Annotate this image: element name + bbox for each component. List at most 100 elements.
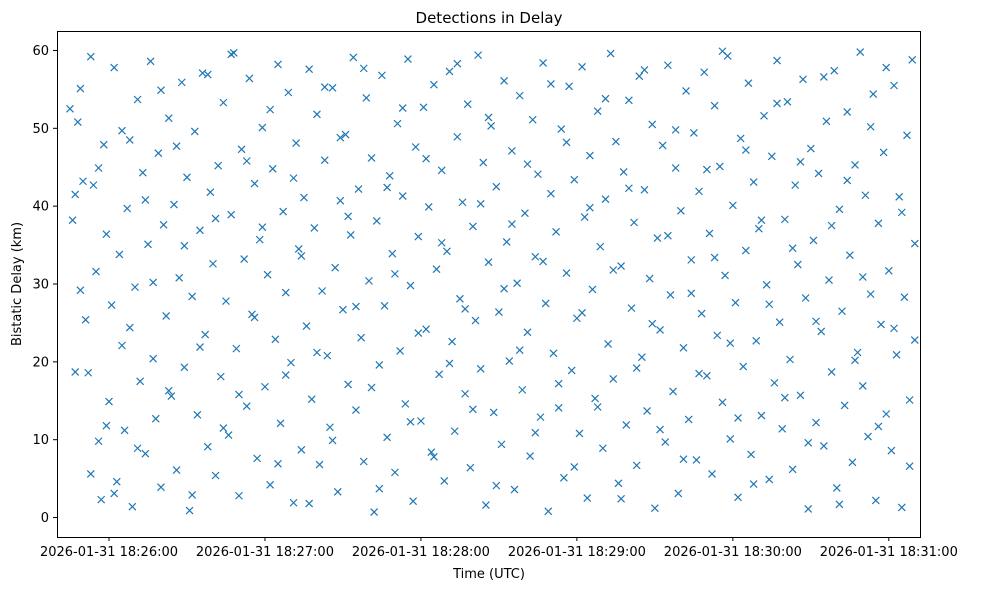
data-point: [313, 110, 321, 119]
data-point: [520, 209, 529, 218]
data-point: [250, 179, 259, 188]
data-point: [279, 207, 288, 216]
data-point: [515, 346, 524, 355]
data-point: [817, 327, 826, 336]
data-point: [458, 198, 467, 207]
x-tick-label: 2026-01-31 18:30:00: [664, 545, 802, 560]
y-tick-label: 10: [32, 433, 49, 448]
y-tick-label: 30: [32, 278, 49, 293]
data-point: [227, 50, 236, 59]
data-point: [804, 438, 813, 447]
data-point: [721, 271, 729, 280]
data-point: [554, 379, 563, 388]
data-point: [874, 219, 883, 228]
data-point: [835, 205, 844, 214]
data-point: [801, 294, 810, 302]
data-point: [71, 190, 80, 199]
data-point: [622, 420, 631, 429]
data-point: [799, 75, 807, 84]
data-point: [653, 234, 662, 242]
data-point: [170, 200, 178, 209]
data-point: [167, 392, 176, 401]
data-point: [102, 230, 111, 239]
data-point: [359, 457, 368, 466]
data-point: [765, 300, 774, 309]
data-point: [562, 138, 571, 147]
data-point: [476, 364, 485, 373]
data-point: [544, 507, 553, 516]
data-point: [232, 344, 241, 353]
data-point: [219, 98, 228, 107]
data-point: [827, 221, 836, 230]
data-point: [219, 424, 228, 432]
data-point: [305, 499, 314, 508]
y-axis: 0 10 20 30 40 50 60: [32, 44, 57, 526]
data-point: [877, 320, 885, 329]
data-point: [455, 294, 464, 303]
data-point: [788, 244, 797, 253]
data-point: [702, 165, 711, 174]
data-point: [523, 328, 532, 337]
y-tick-label: 60: [32, 44, 49, 59]
data-point: [780, 215, 789, 224]
data-point: [440, 477, 449, 485]
data-point: [201, 330, 210, 339]
data-point: [149, 354, 158, 363]
data-point: [864, 432, 872, 441]
data-point: [359, 64, 368, 73]
data-point: [105, 397, 113, 406]
data-point: [702, 371, 711, 380]
data-point: [819, 441, 828, 450]
data-point: [123, 204, 132, 213]
data-point: [851, 160, 859, 169]
data-point: [708, 470, 716, 478]
data-point: [352, 302, 360, 311]
data-point: [713, 331, 722, 340]
data-point: [354, 185, 363, 193]
data-point: [102, 421, 111, 430]
data-point: [715, 162, 724, 171]
data-point: [619, 167, 628, 176]
data-point: [133, 444, 142, 453]
y-tick-label: 40: [32, 200, 49, 215]
data-point: [741, 246, 750, 255]
data-point: [419, 103, 428, 112]
data-point: [851, 356, 859, 365]
x-axis-label: Time (UTC): [452, 567, 525, 582]
data-point: [357, 333, 366, 342]
data-point: [245, 74, 254, 83]
data-point: [253, 454, 262, 463]
data-point: [79, 177, 87, 186]
data-point: [874, 422, 883, 431]
data-point: [125, 136, 134, 144]
data-point: [209, 259, 217, 268]
data-point: [424, 203, 433, 211]
data-point: [908, 55, 917, 64]
data-point: [900, 293, 909, 302]
data-point: [370, 508, 379, 517]
data-point: [656, 425, 664, 434]
data-point: [414, 232, 423, 241]
data-point: [375, 484, 384, 493]
data-point: [393, 119, 402, 128]
data-point: [222, 297, 230, 306]
data-point: [510, 485, 519, 494]
data-point: [159, 220, 168, 229]
data-point: [663, 61, 672, 70]
data-point: [398, 192, 407, 200]
data-point: [177, 78, 186, 87]
data-point: [814, 169, 823, 178]
data-point: [333, 487, 342, 496]
data-point: [468, 405, 477, 414]
data-point: [388, 249, 397, 258]
data-point: [318, 287, 327, 295]
data-point: [227, 210, 236, 219]
data-point: [700, 68, 709, 77]
data-point: [120, 426, 129, 435]
data-point: [305, 65, 314, 74]
data-point: [422, 154, 431, 163]
data-point: [736, 134, 745, 143]
data-point: [180, 241, 189, 250]
data-point: [809, 236, 818, 245]
data-point: [609, 375, 618, 383]
